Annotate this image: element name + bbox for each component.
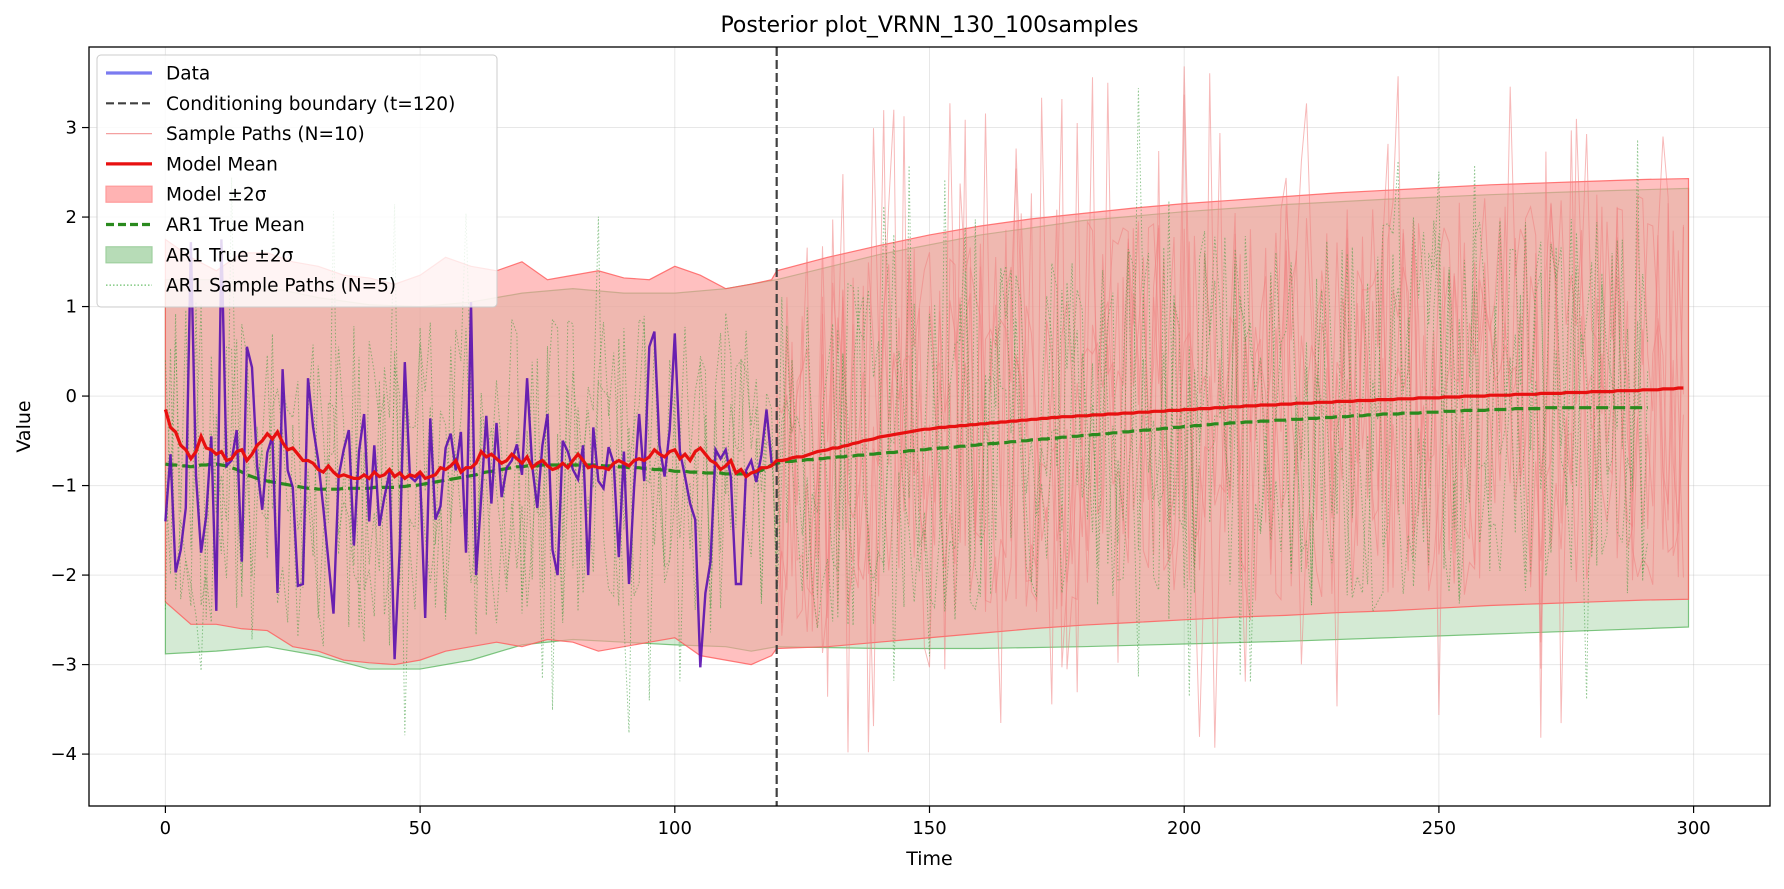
- x-tick-label: 150: [912, 818, 946, 839]
- y-tick-label: 2: [66, 207, 77, 228]
- ar1-sample-path: [164, 165, 1649, 733]
- legend-label: Model Mean: [166, 154, 278, 175]
- y-tick-label: −2: [50, 565, 77, 586]
- legend-label: AR1 Sample Paths (N=5): [166, 276, 396, 297]
- model-sample-path: [776, 113, 1684, 753]
- sample-paths: [164, 66, 1684, 753]
- x-tick-label: 50: [409, 818, 432, 839]
- x-tick-label: 0: [160, 818, 171, 839]
- y-tick-label: −4: [50, 744, 77, 765]
- model-sample-path: [776, 150, 1684, 738]
- legend-handle: [105, 246, 153, 264]
- y-tick-label: −1: [50, 476, 77, 497]
- ar1-true-mean-line: [165, 406, 1648, 491]
- x-tick-label: 100: [658, 818, 692, 839]
- model-sample-path: [776, 73, 1684, 753]
- model-2sigma-band: [164, 177, 1690, 666]
- legend-label: Model ±2σ: [166, 185, 267, 206]
- legend-label: Data: [166, 64, 210, 85]
- x-tick-label: 300: [1676, 818, 1710, 839]
- axis-ticks: 0 50 100 150 200 250 300 −4 −3 −2 −1 0 1 2 3: [50, 118, 1710, 839]
- model-sample-path: [776, 76, 1684, 724]
- y-axis-label: Value: [13, 400, 35, 452]
- y-tick-label: 1: [66, 297, 77, 318]
- x-tick-label: 200: [1167, 818, 1201, 839]
- y-tick-label: −3: [50, 655, 77, 676]
- chart-legend: Data Conditioning boundary (t=120) Sample …: [96, 54, 498, 308]
- model-mean-line: [163, 386, 1684, 481]
- y-tick-label: 3: [66, 118, 77, 139]
- legend-label: Conditioning boundary (t=120): [166, 94, 455, 115]
- legend-label: AR1 True Mean: [166, 215, 305, 236]
- series-lines: [163, 239, 1684, 668]
- legend-label: AR1 True ±2σ: [166, 245, 294, 266]
- ar1-sample-path: [164, 88, 1649, 676]
- x-axis-label: Time: [905, 848, 953, 870]
- y-tick-label: 0: [66, 386, 77, 407]
- legend-handle: [105, 185, 153, 203]
- chart-title: Posterior plot_VRNN_130_100samples: [720, 13, 1138, 38]
- data-line: [164, 239, 773, 668]
- legend-box: [96, 54, 498, 308]
- x-tick-label: 250: [1422, 818, 1456, 839]
- legend-label: Sample Paths (N=10): [166, 124, 365, 145]
